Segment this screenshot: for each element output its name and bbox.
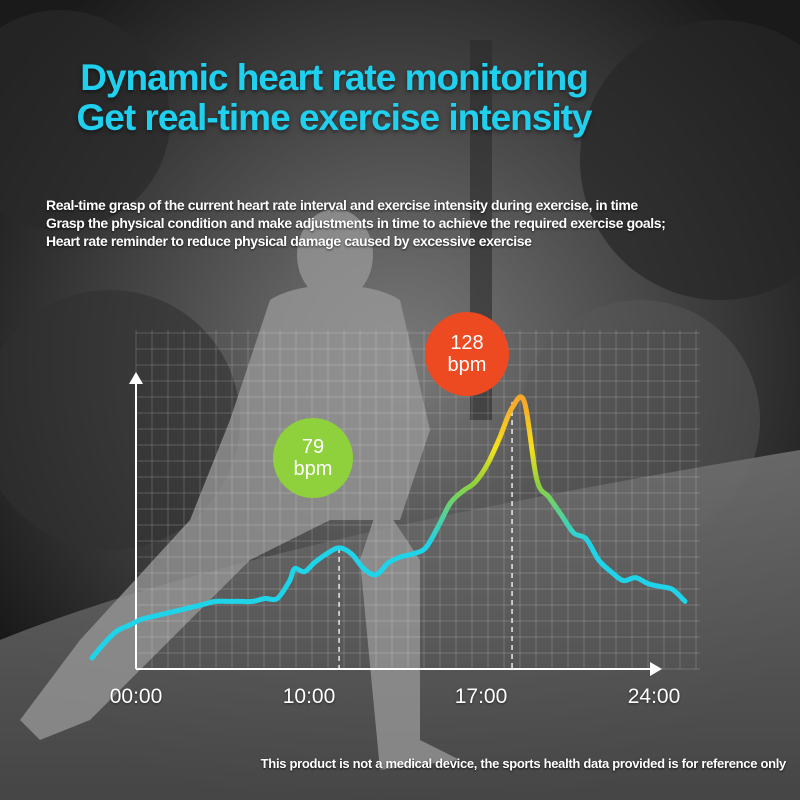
heart-rate-line (89, 394, 688, 661)
low-peak-unit: bpm (293, 458, 333, 480)
x-tick-label: 24:00 (627, 685, 681, 708)
y-axis-arrow-icon (129, 372, 143, 384)
x-axis-arrow-icon (650, 662, 662, 676)
description-line-2: Grasp the physical condition and make ad… (46, 215, 666, 231)
x-tick-label: 17:00 (454, 685, 508, 708)
high-peak-value: 128 (450, 332, 484, 354)
x-tick-label: 00:00 (109, 685, 163, 708)
high-peak-unit: bpm (447, 354, 487, 376)
high-peak-badge: 128 bpm (425, 312, 509, 396)
headline-line-2: Get real-time exercise intensity (76, 97, 592, 138)
headline-line-1: Dynamic heart rate monitoring (80, 57, 589, 98)
low-peak-value: 79 (301, 436, 325, 458)
description-line-3: Heart rate reminder to reduce physical d… (46, 233, 532, 249)
x-tick-label: 10:00 (282, 685, 336, 708)
low-peak-badge: 79 bpm (273, 418, 353, 498)
description-line-1: Real-time grasp of the current heart rat… (46, 197, 638, 213)
disclaimer-text: This product is not a medical device, th… (260, 756, 787, 771)
